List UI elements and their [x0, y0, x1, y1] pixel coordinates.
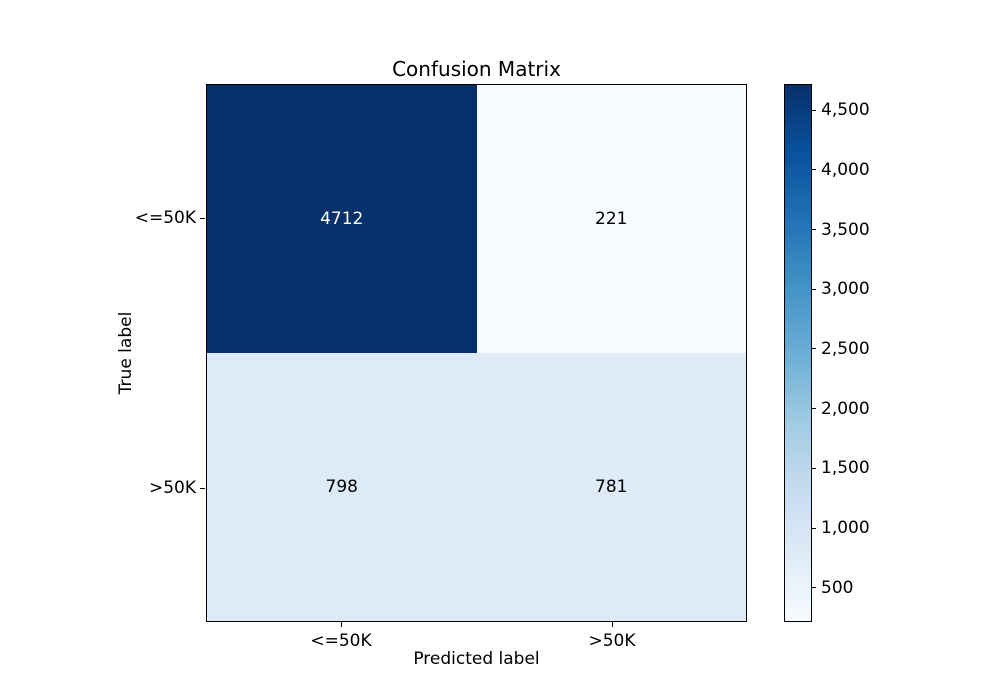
x-tick-label: <=50K [310, 631, 372, 651]
colorbar-tick: 4,000 [811, 160, 870, 180]
colorbar-tick-mark [811, 288, 816, 290]
colorbar: 500 1,000 1,500 2,000 2,500 3,000 3,500 [784, 84, 870, 622]
colorbar-tick-label: 1,000 [821, 518, 870, 538]
colorbar-tick: 2,500 [811, 339, 870, 359]
x-tick-mark [341, 622, 342, 627]
y-axis-label: True label [116, 311, 136, 395]
colorbar-tick-mark [811, 109, 816, 111]
cell-true-le50k-pred-gt50k: 221 [476, 85, 746, 353]
colorbar-tick-mark [811, 527, 816, 529]
colorbar-tick-label: 500 [821, 577, 854, 598]
x-tick-label: >50K [588, 631, 636, 651]
colorbar-tick-mark [811, 587, 816, 589]
colorbar-gradient [785, 85, 811, 621]
colorbar-tick-mark [811, 348, 816, 350]
colorbar-tick: 4,500 [811, 100, 870, 120]
colorbar-tick-label: 2,500 [821, 338, 870, 359]
cell-true-gt50k-pred-gt50k: 781 [476, 353, 746, 621]
colorbar-tick-label: 2,000 [821, 398, 870, 419]
colorbar-tick-label: 4,000 [821, 159, 870, 180]
colorbar-tick: 3,000 [811, 279, 870, 299]
colorbar-tick-mark [811, 408, 816, 410]
y-tick-label: <=50K [134, 208, 196, 228]
colorbar-tick-label: 3,500 [821, 219, 870, 240]
colorbar-tick-label: 4,500 [821, 100, 870, 121]
x-tick-mark [612, 622, 613, 627]
chart-title: Confusion Matrix [392, 57, 561, 81]
heatmap: 4712 221 798 781 [206, 84, 747, 622]
y-tick-mark [200, 218, 205, 219]
cell-true-le50k-pred-le50k: 4712 [207, 85, 477, 353]
colorbar-tick: 500 [811, 578, 853, 598]
colorbar-tick-label: 1,500 [821, 458, 870, 479]
cell-true-gt50k-pred-le50k: 798 [207, 353, 477, 621]
colorbar-tick: 2,000 [811, 399, 870, 419]
colorbar-tick-mark [811, 169, 816, 171]
colorbar-tick: 3,500 [811, 220, 870, 240]
colorbar-tick-mark [811, 229, 816, 231]
colorbar-tick-label: 3,000 [821, 279, 870, 300]
colorbar-tick-mark [811, 467, 816, 469]
colorbar-tick: 1,000 [811, 518, 870, 538]
y-tick-mark [200, 488, 205, 489]
y-tick-label: >50K [148, 478, 196, 498]
colorbar-tick: 1,500 [811, 458, 870, 478]
x-axis-label: Predicted label [413, 649, 540, 669]
